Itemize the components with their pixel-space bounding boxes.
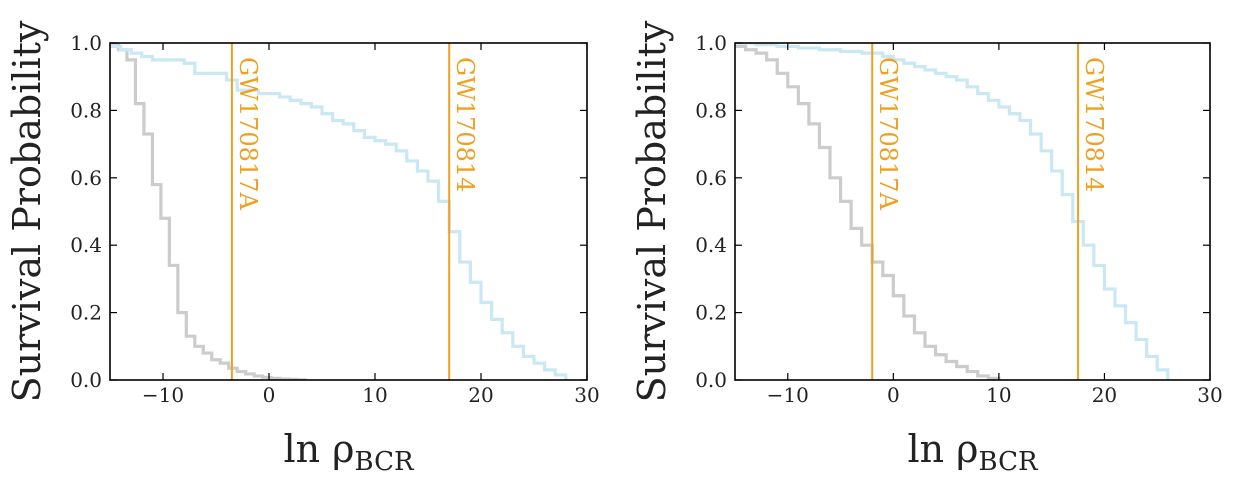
y-tick-label: 0.6 <box>70 166 102 190</box>
x-tick-label: 10 <box>362 383 387 407</box>
x-tick-label: 0 <box>887 383 900 407</box>
x-tick-label: 30 <box>574 383 599 407</box>
y-tick-label: 1.0 <box>70 31 102 55</box>
y-tick-label: 0.4 <box>70 233 102 257</box>
x-tick-label: 0 <box>263 383 276 407</box>
y-tick-label: 0.4 <box>695 233 727 257</box>
event-label-gw170814: GW170814 <box>1080 57 1108 192</box>
x-tick-label: 10 <box>986 383 1011 407</box>
axes-frame <box>734 42 1211 381</box>
x-tick-label: −10 <box>767 383 809 407</box>
survival-curve-signal <box>735 43 1170 380</box>
x-axis-title-subscript: BCR <box>978 447 1038 477</box>
y-tick-label: 0.0 <box>70 368 102 392</box>
y-tick-label: 1.0 <box>695 31 727 55</box>
survival-curve-background <box>110 43 307 380</box>
x-tick-label: 30 <box>1197 383 1222 407</box>
y-tick-label: 0.0 <box>695 368 727 392</box>
y-tick-label: 0.8 <box>695 98 727 122</box>
event-label-gw170814: GW170814 <box>451 57 479 192</box>
y-tick-label: 0.2 <box>695 301 727 325</box>
x-tick-label: −10 <box>142 383 184 407</box>
event-label-gw170817a: GW170817A <box>874 57 902 210</box>
y-tick-label: 0.6 <box>695 166 727 190</box>
chart-panel-right: GW170817A GW170814 −10 0 10 20 30 0.0 0.2 0.4 0.6 0… <box>630 20 1223 477</box>
axes-frame <box>109 42 588 381</box>
y-axis-title: Survival Probability <box>630 20 674 402</box>
event-label-gw170817a: GW170817A <box>234 57 262 210</box>
survival-curve-background <box>735 44 1001 380</box>
plot-area <box>110 43 568 380</box>
plot-area <box>735 43 1170 380</box>
survival-curve-signal <box>110 44 568 380</box>
x-tick-label: 20 <box>1092 383 1117 407</box>
x-axis-title-subscript: BCR <box>354 447 414 477</box>
x-axis-title: ln ρBCR <box>283 427 415 477</box>
y-tick-label: 0.2 <box>70 301 102 325</box>
chart-panel-left: GW170817A GW170814 −10 0 10 20 30 0.0 0.2 0.4 0.6 0… <box>5 20 600 477</box>
y-axis-title: Survival Probability <box>5 20 49 402</box>
x-axis-title: ln ρBCR <box>907 427 1039 477</box>
y-tick-label: 0.8 <box>70 98 102 122</box>
x-tick-label: 20 <box>468 383 493 407</box>
